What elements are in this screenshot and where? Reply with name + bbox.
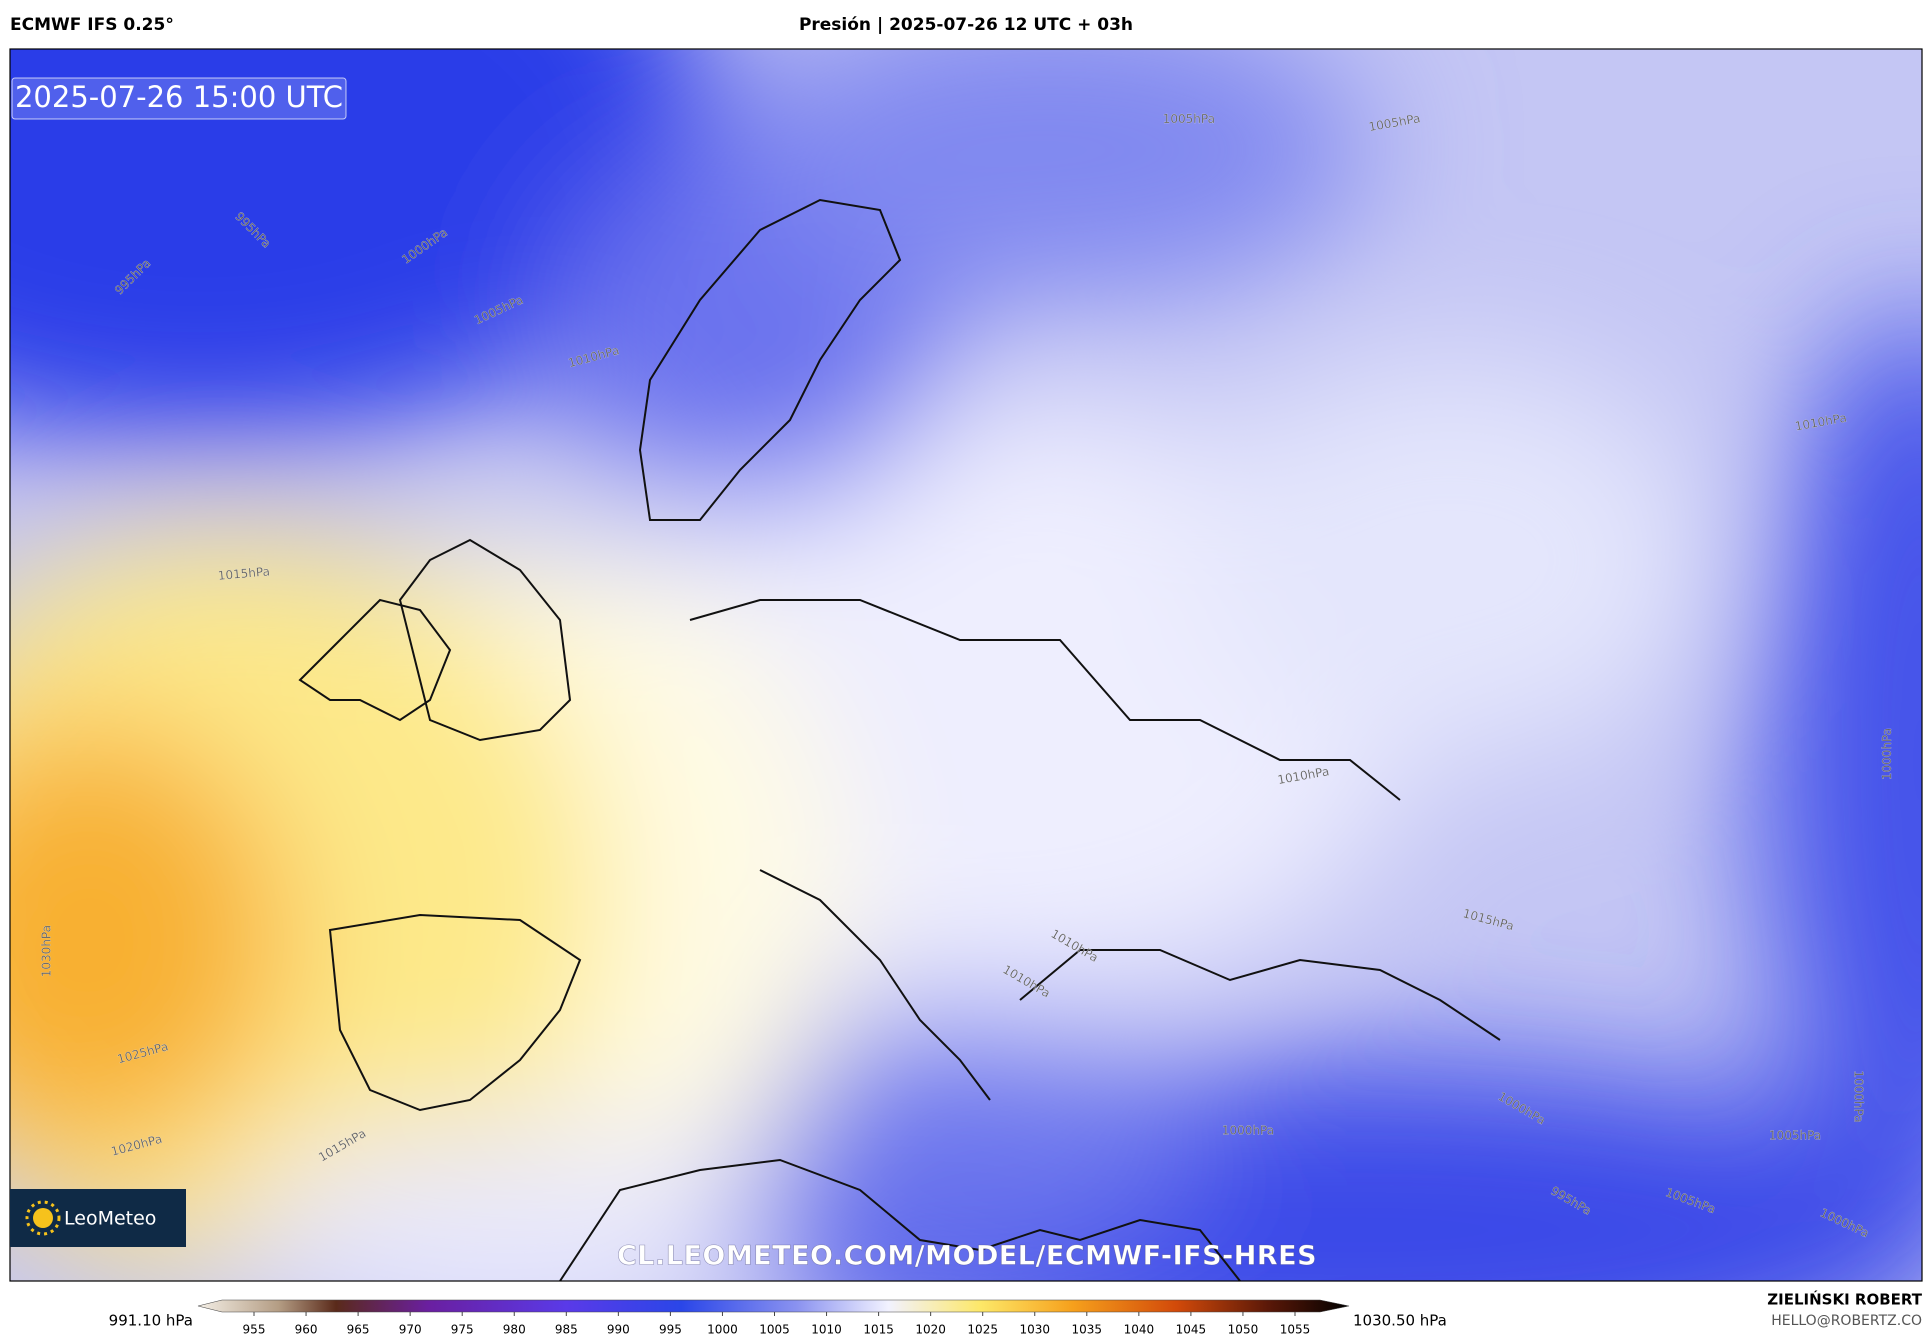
contour-label: 1000hPa <box>1222 1123 1274 1137</box>
colorbar-ticks: 955 960 965 970 975 980 985 990 995 1000 1005 1010 1… <box>243 1312 1311 1337</box>
colorbar-tick-label: 980 <box>503 1323 526 1337</box>
colorbar-tick-label: 1015 <box>863 1323 894 1337</box>
model-label: ECMWF IFS 0.25° <box>10 15 174 35</box>
timestamp-box <box>11 77 347 120</box>
colorbar-tick-label: 1050 <box>1228 1323 1259 1337</box>
colorbar-max: 1030.50 hPa <box>1353 1312 1447 1330</box>
colorbar-tick-label: 990 <box>607 1323 630 1337</box>
contour-label: 1000hPa <box>1851 1070 1865 1122</box>
author: ZIELIŃSKI ROBERT <box>1767 1290 1922 1309</box>
colorbar-tick-label: 1030 <box>1019 1323 1050 1337</box>
colorbar-min: 991.10 hPa <box>109 1312 193 1330</box>
map-frame <box>9 48 1923 1282</box>
contour-label: 1030hPa <box>39 925 53 977</box>
colorbar-tick-label: 970 <box>399 1323 422 1337</box>
contour-label: 1015hPa <box>217 564 270 582</box>
map-title: Presión | 2025-07-26 12 UTC + 03h <box>799 15 1133 35</box>
colorbar-tick-label: 1005 <box>759 1323 790 1337</box>
colorbar-tick-label: 1045 <box>1176 1323 1207 1337</box>
colorbar-tick-label: 1010 <box>811 1323 842 1337</box>
colorbar-tick-label: 1040 <box>1124 1323 1155 1337</box>
colorbar-tick-label: 955 <box>243 1323 266 1337</box>
coastlines <box>298 198 1501 1281</box>
timestamp: 2025-07-26 15:00 UTC <box>15 80 343 114</box>
logo-sun <box>25 1200 61 1236</box>
source-url: CL.LEOMETEO.COM/MODEL/ECMWF-IFS-HRES <box>617 1241 1317 1272</box>
contour-label: 1005hPa <box>1769 1128 1821 1142</box>
colorbar-tick-label: 975 <box>451 1323 474 1337</box>
contour-label: 1005hPa <box>1163 112 1215 126</box>
colorbar-tick-label: 1055 <box>1280 1323 1311 1337</box>
colorbar-tick-label: 995 <box>659 1323 682 1337</box>
colorbar-tick-label: 960 <box>295 1323 318 1337</box>
email: HELLO@ROBERTZ.CO <box>1771 1313 1922 1329</box>
colorbar-tick-label: 985 <box>555 1323 578 1337</box>
logo-text: LeoMeteo <box>64 1208 156 1230</box>
colorbar-tick-label: 1020 <box>915 1323 946 1337</box>
colorbar-tick-label: 1000 <box>707 1323 738 1337</box>
colorbar-tick-label: 1035 <box>1072 1323 1103 1337</box>
colorbar-tick-label: 1025 <box>967 1323 998 1337</box>
colorbar-tick-label: 965 <box>347 1323 370 1337</box>
colorbar <box>197 1299 1350 1313</box>
contour-label: 1000hPa <box>1880 728 1894 780</box>
